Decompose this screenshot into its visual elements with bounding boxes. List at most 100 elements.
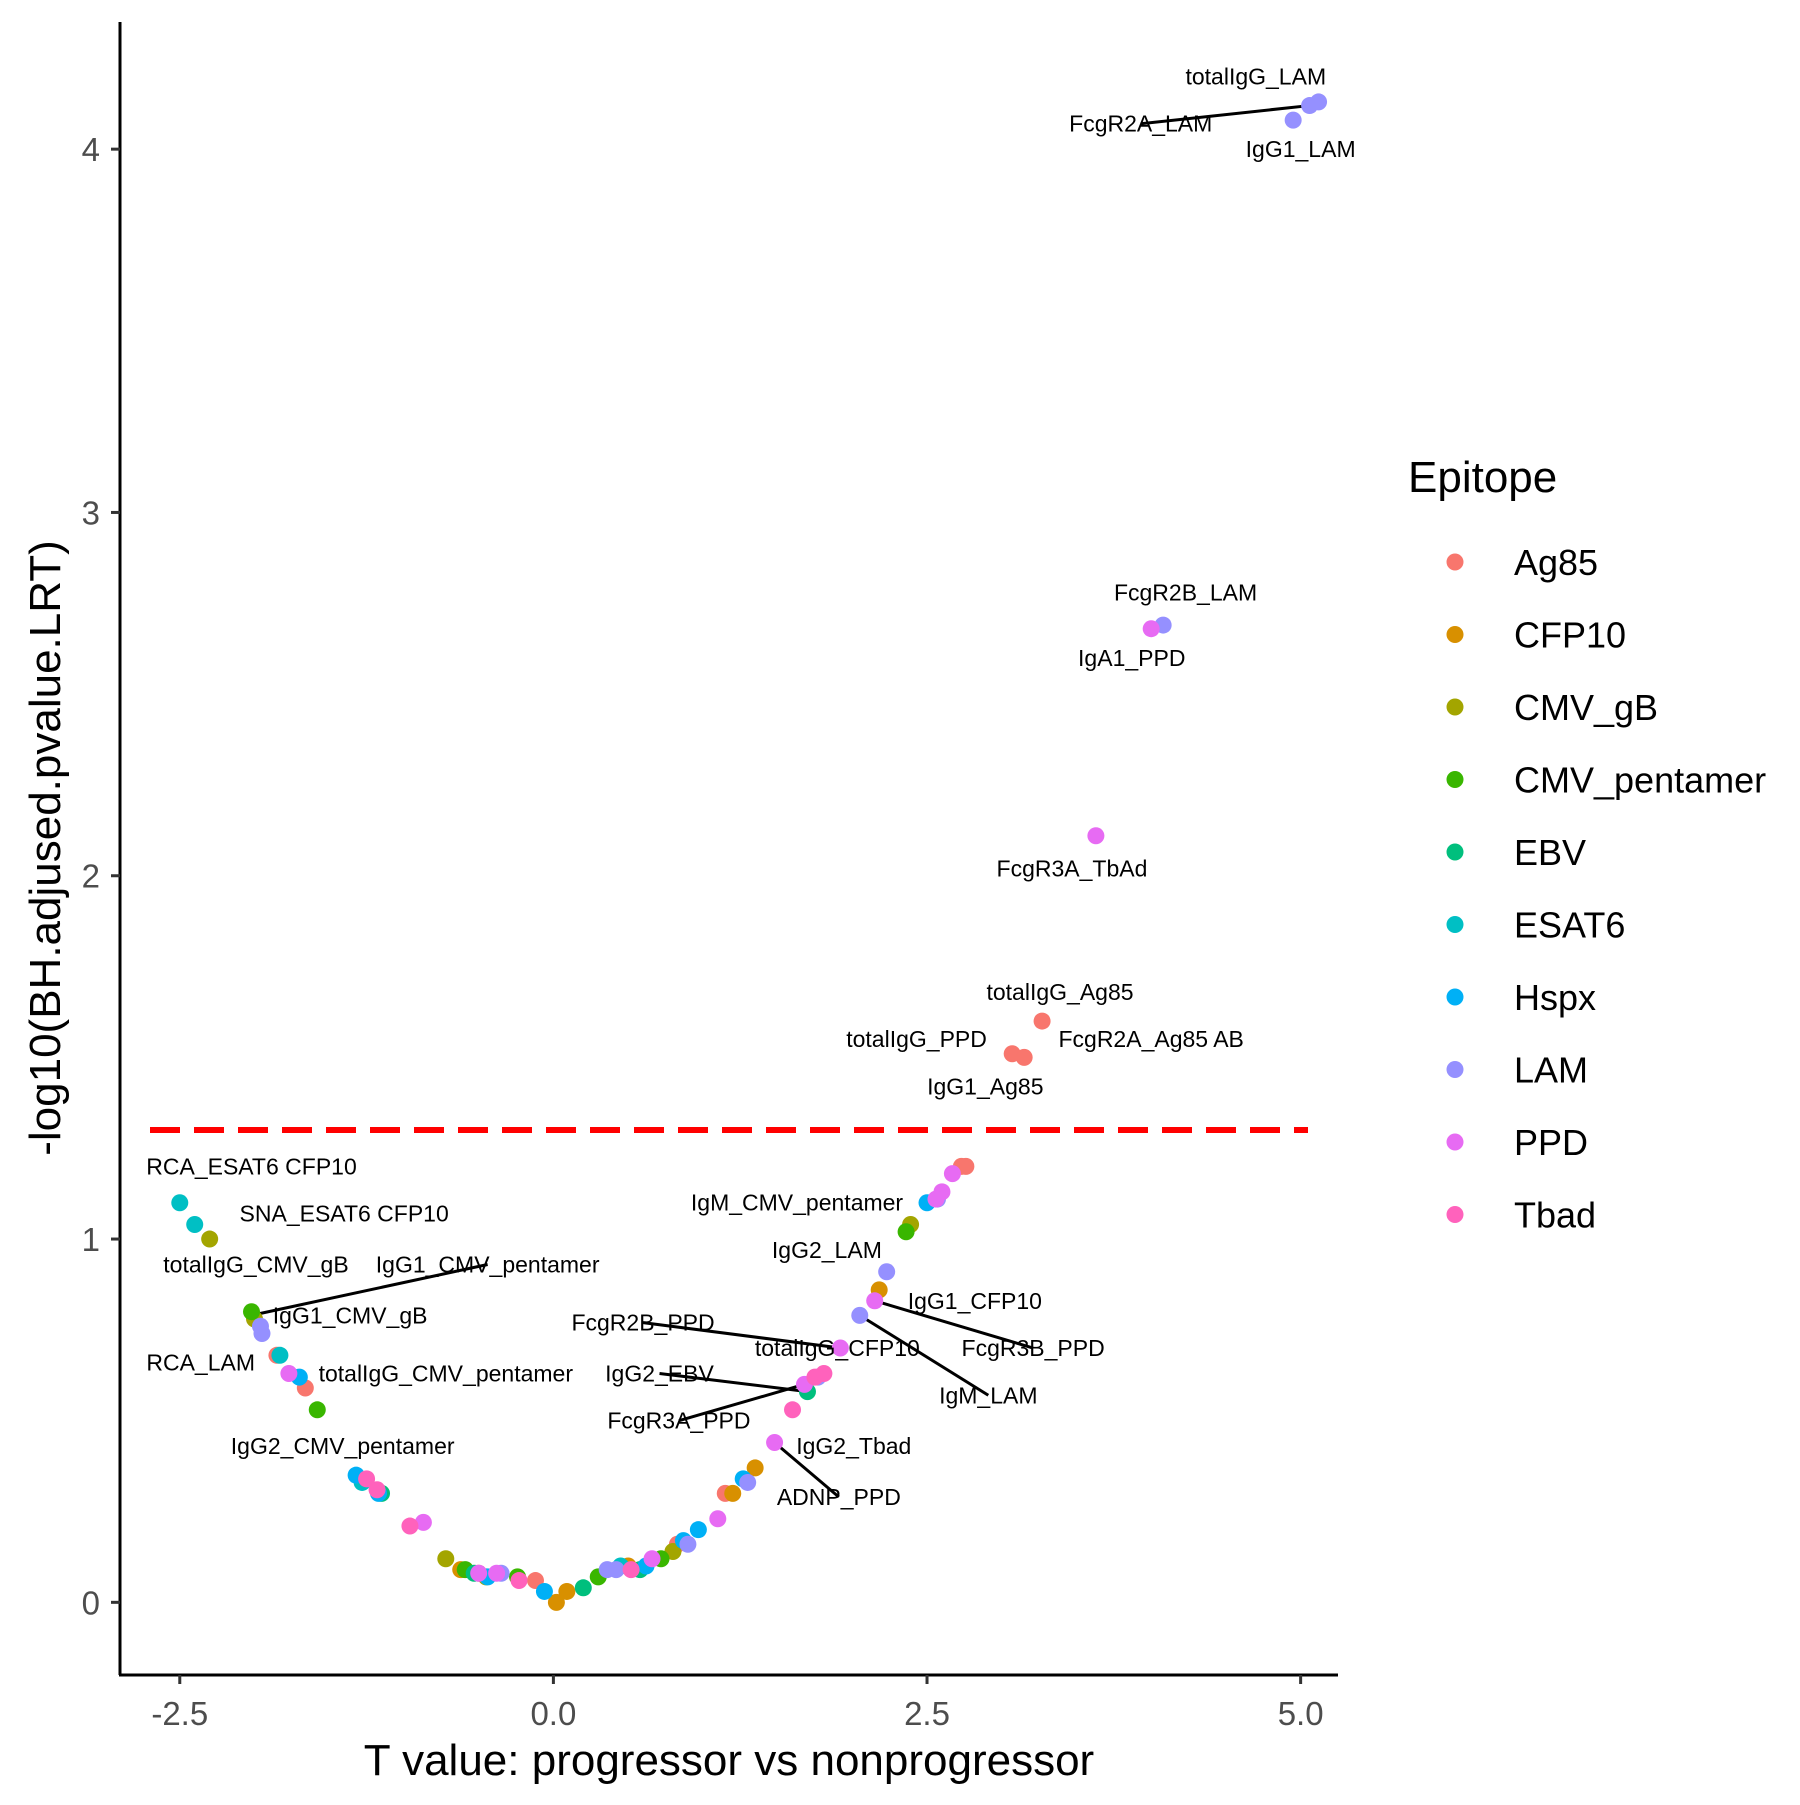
point-ppd [414,1513,432,1531]
point-esat6 [271,1346,289,1364]
point-lam [607,1561,625,1579]
point-label: totalIgG_CMV_gB [163,1251,348,1277]
point-esat6 [186,1216,204,1234]
y-tick-label: 0 [82,1584,100,1621]
point-ppd [643,1550,661,1568]
point-ppd [766,1433,784,1451]
point-label: totalIgG_PPD [846,1026,987,1052]
legend-label: LAM [1514,1050,1588,1091]
x-axis-title: T value: progressor vs nonprogressor [364,1736,1094,1785]
point-tbad [401,1517,419,1535]
point-tbad [510,1572,528,1590]
point-tbad [358,1470,376,1488]
point-label: IgG2_EBV [605,1360,714,1386]
point-ppd [488,1564,506,1582]
point-cfp10 [746,1459,764,1477]
label-leader-line [642,1321,841,1350]
point-ppd [470,1564,488,1582]
point-cfp10 [558,1582,576,1600]
point-label: FcgR2B_PPD [571,1310,714,1336]
label-leader-line [659,1371,808,1394]
legend-key-cmv-gb [1446,698,1464,716]
point-tbad [784,1401,802,1419]
y-tick-label: 2 [82,858,100,895]
point-cmv-pentamer [897,1223,915,1241]
point-label: totalIgG_LAM [1185,63,1326,89]
point-label: IgA1_PPD [1078,645,1185,671]
point-label: IgM_LAM [939,1382,1037,1408]
label-leader-line [874,1299,1034,1350]
y-tick-label: 1 [82,1221,100,1258]
x-tick-label: 0.0 [530,1695,576,1732]
point-lam [253,1325,271,1343]
point-lam [1284,111,1302,129]
axes [118,22,1338,1677]
legend-label: Ag85 [1514,542,1598,583]
point-label: FcgR2B_LAM [1114,579,1257,605]
point-label: IgG1_CFP10 [908,1288,1042,1314]
legend-key-hspx [1446,988,1464,1006]
point-label: ADNP_PPD [777,1484,901,1510]
label-leader-line [678,1382,805,1423]
point-label: IgG1_LAM [1246,136,1356,162]
point-ppd [866,1292,884,1310]
point-hspx [689,1521,707,1539]
legend-key-lam [1446,1061,1464,1078]
point-cfp10 [547,1593,565,1611]
data-points [171,93,1328,1611]
label-leader-line [1140,104,1310,126]
x-tick-label: 5.0 [1278,1695,1324,1732]
point-label: totalIgG_Ag85 [986,979,1133,1005]
point-label: FcgR2A_LAM [1069,111,1212,137]
point-label: RCA_LAM [146,1350,255,1376]
point-hspx [535,1582,553,1600]
x-tick-label: 2.5 [904,1695,950,1732]
legend-key-ebv [1446,843,1464,861]
x-ticks: -2.5 0.0 2.5 5.0 [151,1675,1324,1732]
point-label: totalIgG_CMV_pentamer [319,1360,574,1386]
label-leader-line [773,1441,840,1499]
leader-lines [251,104,1310,1499]
legend-key-tbad [1446,1206,1464,1223]
point-ppd [709,1510,727,1528]
point-label: IgM_CMV_pentamer [691,1190,904,1216]
point-label: totalIgG_CFP10 [755,1335,920,1361]
point-tbad [368,1481,386,1499]
point-ppd [831,1339,849,1357]
point-label: RCA_ESAT6 CFP10 [146,1153,356,1179]
point-cmv-pentamer [243,1303,261,1321]
point-ppd [927,1190,945,1208]
point-tbad [622,1561,640,1579]
legend: Epitope Ag85 CFP10 CMV_gB CMV_pentamer EBV ES… [1408,453,1766,1236]
legend-label: CMV_gB [1514,687,1658,728]
point-lam [739,1473,757,1491]
legend-key-esat6 [1446,916,1464,933]
legend-label: PPD [1514,1122,1588,1163]
legend-title: Epitope [1408,453,1557,502]
point-ebv [574,1579,592,1597]
point-ag85 [1033,1012,1051,1030]
point-ppd [280,1364,298,1382]
point-cfp10 [724,1484,742,1502]
point-label: IgG2_LAM [772,1237,882,1263]
point-label: IgG1_CMV_gB [273,1302,428,1328]
legend-label: ESAT6 [1514,905,1625,946]
legend-key-cfp10 [1446,626,1464,643]
point-label: IgG2_Tbad [796,1433,911,1459]
point-label: FcgR3B_PPD [962,1335,1105,1361]
point-ppd [1142,620,1160,638]
y-tick-label: 3 [82,494,100,531]
y-tick-label: 4 [82,131,100,168]
point-ag85 [1015,1048,1033,1066]
point-lam [679,1535,697,1553]
x-tick-label: -2.5 [151,1695,208,1732]
point-label: IgG1_CMV_pentamer [376,1251,600,1277]
legend-key-ppd [1446,1133,1464,1151]
point-ag85 [957,1157,975,1175]
y-axis-title: -log10(BH.adjused.pvalue.LRT) [21,540,70,1156]
legend-label: Tbad [1514,1195,1596,1236]
y-ticks: 0 1 2 3 4 [82,131,120,1621]
point-label: IgG1_Ag85 [927,1073,1043,1099]
